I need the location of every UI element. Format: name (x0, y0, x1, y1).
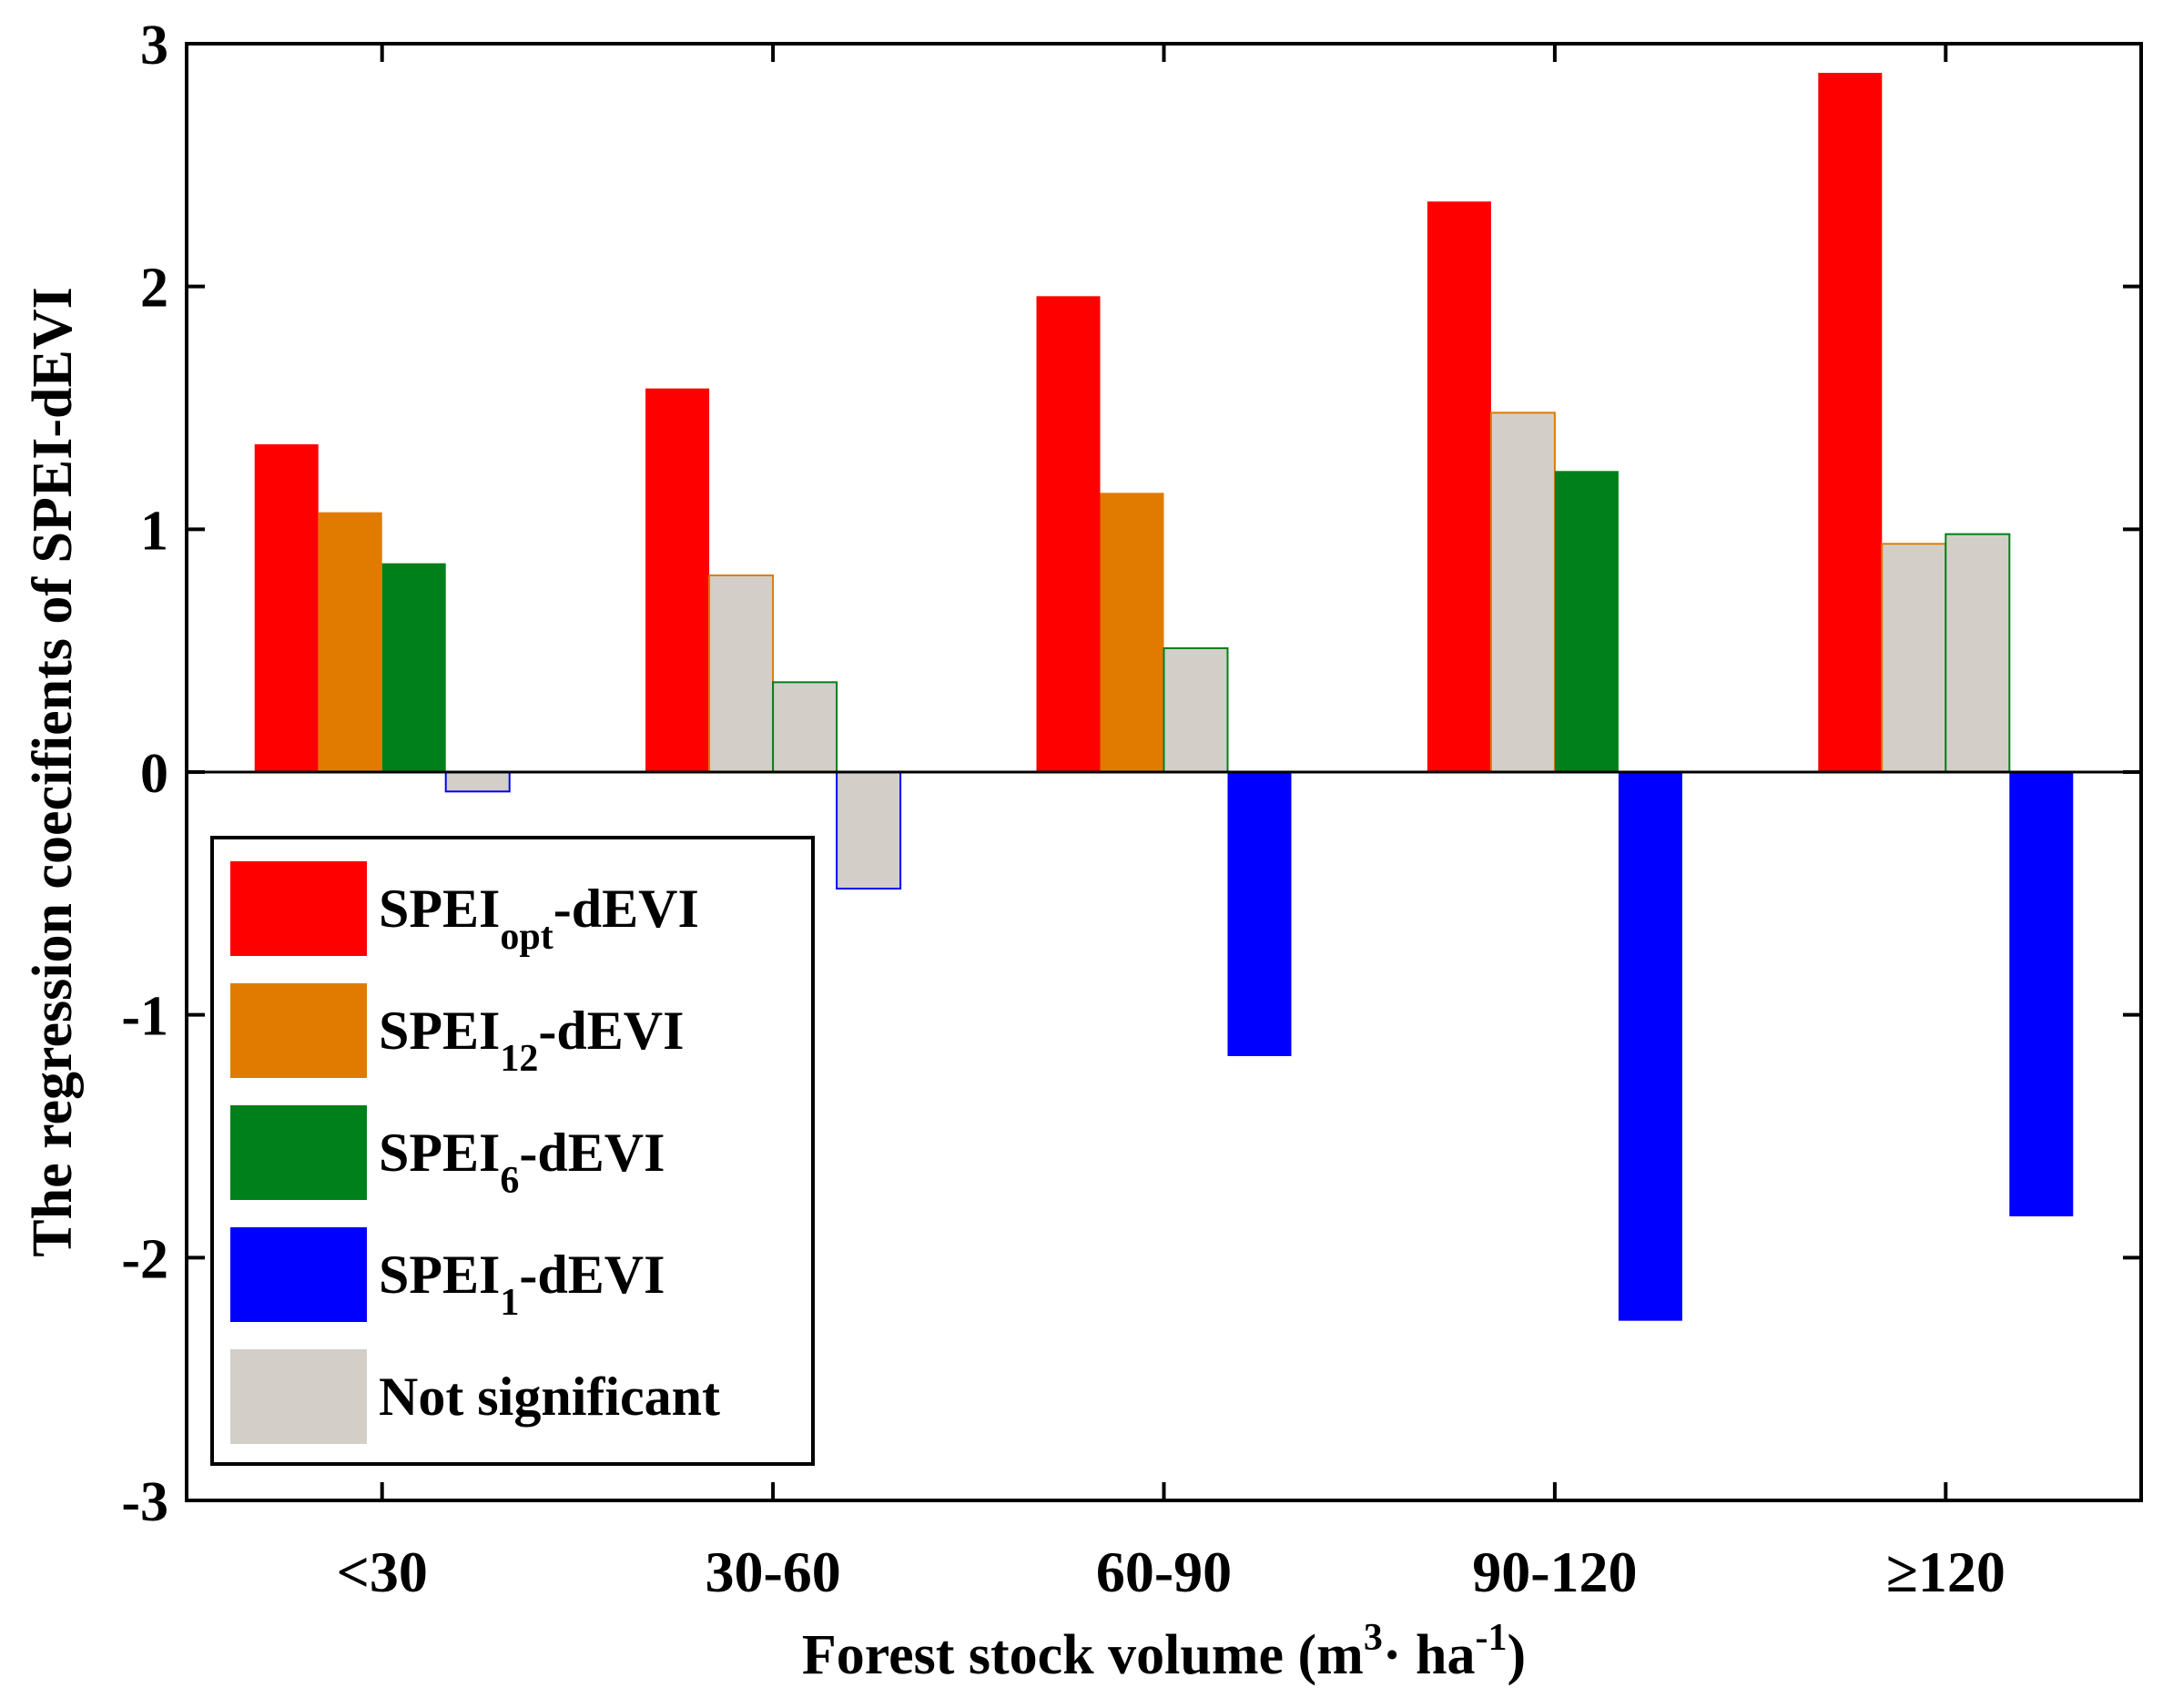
bar-SPEI1-dEVI-60-90 (1227, 772, 1292, 1056)
bars-layer (254, 73, 2074, 1321)
x-axis-label: Forest stock volume (m3· ha-1) (802, 1617, 1526, 1686)
x-tick-label: <30 (336, 1540, 427, 1604)
bar-SPEI6-dEVI-90-120 (1554, 471, 1619, 772)
legend-swatch (230, 1349, 367, 1444)
bar-SPEI1-dEVI-<30 (444, 771, 511, 793)
bar-SPEIopt-dEVI-90-120 (1427, 201, 1491, 773)
legend-label: SPEI12-dEVI (379, 1001, 684, 1080)
y-tick-labels: -3 -2 -1 0 1 2 3 (121, 15, 168, 1533)
y-tick-label: 3 (140, 15, 168, 76)
bar-SPEIopt-dEVI-60-90 (1036, 296, 1101, 772)
legend-swatch (230, 861, 367, 956)
y-tick-label: -1 (121, 986, 168, 1048)
legend: SPEIopt-dEVI SPEI12-dEVI SPEI6-dEVI SPEI1-d… (210, 836, 815, 1466)
y-tick-label: -3 (121, 1471, 168, 1533)
x-tick-label: 30-60 (705, 1540, 840, 1604)
bar-SPEIopt-dEVI-≥120 (1818, 73, 1883, 772)
bar-SPEI12-dEVI-30-60 (708, 574, 775, 773)
legend-label: SPEI1-dEVI (379, 1245, 665, 1324)
bar-SPEI1-dEVI-90-120 (1618, 772, 1682, 1321)
legend-swatch (230, 1105, 367, 1200)
legend-label: SPEIopt-dEVI (379, 879, 699, 958)
y-tick-label: 1 (140, 500, 168, 562)
bar-SPEI6-dEVI-≥120 (1945, 533, 2011, 774)
x-tick-label: 90-120 (1472, 1540, 1637, 1604)
bar-SPEI12-dEVI-90-120 (1489, 412, 1556, 773)
bar-SPEI6-dEVI-<30 (381, 563, 446, 772)
bar-SPEIopt-dEVI-<30 (254, 444, 319, 772)
bar-SPEI6-dEVI-60-90 (1163, 647, 1229, 773)
bar-SPEI12-dEVI-≥120 (1881, 543, 1947, 773)
legend-label: SPEI6-dEVI (379, 1123, 665, 1202)
bar-SPEI1-dEVI-30-60 (836, 771, 902, 890)
axis-ticks (187, 42, 2141, 1502)
x-tick-label: ≥120 (1886, 1540, 2006, 1604)
legend-swatch (230, 983, 367, 1078)
y-tick-label: 0 (140, 743, 168, 805)
legend-swatch (230, 1227, 367, 1322)
legend-label: Not significant (379, 1367, 720, 1427)
bar-SPEI6-dEVI-30-60 (772, 681, 838, 773)
bar-SPEI12-dEVI-60-90 (1100, 493, 1164, 772)
x-tick-label: 60-90 (1096, 1540, 1232, 1604)
y-tick-label: -2 (121, 1228, 168, 1290)
bar-SPEIopt-dEVI-30-60 (645, 388, 710, 772)
bar-SPEI12-dEVI-<30 (318, 512, 382, 772)
x-tick-labels: <30 30-60 60-90 90-120 ≥120 (336, 1540, 2005, 1604)
y-axis-label: The regression coecifients of SPEI-dEVI (22, 287, 84, 1256)
bar-SPEI1-dEVI-≥120 (2009, 772, 2074, 1216)
y-tick-label: 2 (140, 258, 168, 320)
